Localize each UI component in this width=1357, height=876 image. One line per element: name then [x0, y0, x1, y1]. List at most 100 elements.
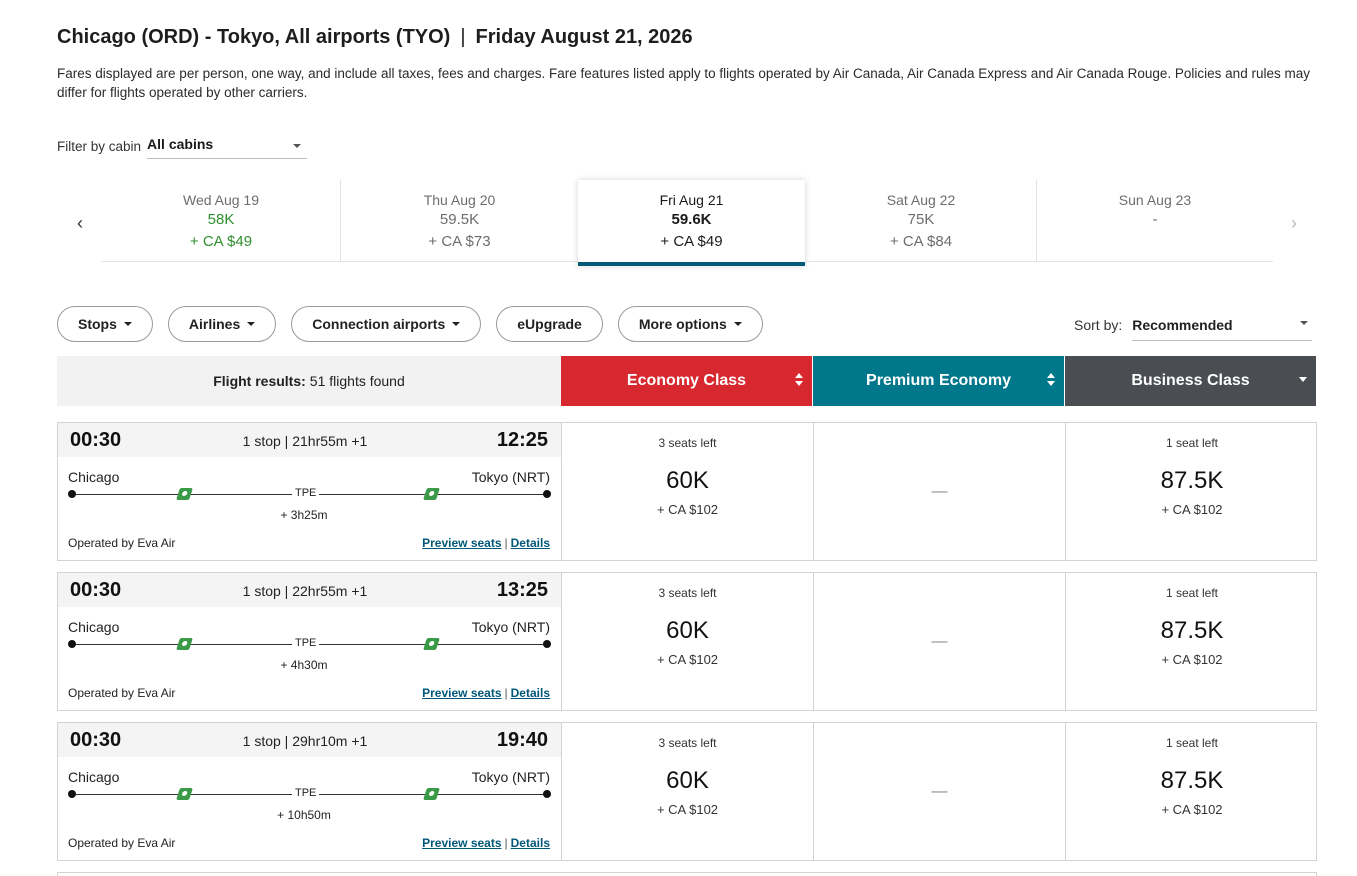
- operated-by: Operated by Eva Air: [68, 686, 176, 700]
- route-line: TPE: [68, 487, 551, 501]
- date-carousel: ‹ Wed Aug 19 58K + CA $49 Thu Aug 20 59.…: [57, 180, 1317, 268]
- economy-fare-cell[interactable]: 3 seats left 60K + CA $102: [562, 423, 814, 560]
- fare-points: 87.5K: [1160, 467, 1224, 494]
- premium-column-header[interactable]: Premium Economy: [813, 356, 1064, 406]
- link-separator: |: [504, 536, 508, 550]
- business-fare-cell[interactable]: 1 seat left 87.5K + CA $102: [1066, 723, 1318, 860]
- fare-unavailable: —: [931, 783, 948, 800]
- date-option[interactable]: Wed Aug 19 58K + CA $49: [101, 180, 341, 262]
- date-cash: + CA $49: [660, 233, 723, 250]
- origin-city: Chicago: [68, 469, 120, 485]
- eva-air-logo-icon: [423, 788, 440, 800]
- cabin-filter-value: All cabins: [147, 136, 214, 152]
- preview-seats-link[interactable]: Preview seats: [422, 686, 502, 700]
- details-link[interactable]: Details: [510, 836, 550, 850]
- chevron-left-icon[interactable]: ‹: [77, 212, 83, 233]
- chevron-down-icon: [1300, 321, 1309, 325]
- results-count: 51 flights found: [309, 373, 405, 389]
- economy-fare-cell[interactable]: 3 seats left 60K + CA $102: [562, 723, 814, 860]
- date-option[interactable]: Sun Aug 23 -: [1037, 180, 1273, 262]
- travel-date: Friday August 21, 2026: [475, 26, 693, 48]
- stops-filter-label: Stops: [78, 316, 117, 332]
- flight-row: 00:30 1 stop | 22hr55m +1 13:25 Chicago …: [57, 572, 1317, 711]
- flight-row: 00:30 1 stop | 21hr55m +1 12:25 Chicago …: [57, 422, 1317, 561]
- details-link[interactable]: Details: [510, 686, 550, 700]
- premium-header-label: Premium Economy: [866, 372, 1011, 389]
- link-separator: |: [504, 686, 508, 700]
- route-line: TPE: [68, 637, 551, 651]
- date-cash: + CA $49: [189, 233, 253, 250]
- route-line: TPE: [68, 787, 551, 801]
- fare-disclaimer: Fares displayed are per person, one way,…: [57, 66, 1310, 100]
- business-header-label: Business Class: [1131, 372, 1250, 389]
- business-fare-cell[interactable]: 1 seat left 87.5K + CA $102: [1066, 573, 1318, 710]
- chevron-down-icon: [293, 144, 302, 148]
- connection-airports-filter-button[interactable]: Connection airports: [291, 306, 482, 342]
- title-separator: |: [460, 26, 466, 48]
- flight-row-partial: [57, 872, 1317, 876]
- seats-left: 3 seats left: [658, 436, 717, 450]
- sort-icon: [1047, 373, 1055, 386]
- flight-row: 00:30 1 stop | 29hr10m +1 19:40 Chicago …: [57, 722, 1317, 861]
- seats-left: 3 seats left: [658, 586, 717, 600]
- business-column-header[interactable]: Business Class: [1065, 356, 1316, 406]
- date-option[interactable]: Thu Aug 20 59.5K + CA $73: [341, 180, 578, 262]
- chevron-right-icon[interactable]: ›: [1291, 212, 1297, 233]
- economy-fare-cell[interactable]: 3 seats left 60K + CA $102: [562, 573, 814, 710]
- seats-left: 1 seat left: [1165, 436, 1219, 450]
- chevron-down-icon: [247, 322, 256, 326]
- more-options-label: More options: [638, 316, 727, 332]
- flight-details: 00:30 1 stop | 22hr55m +1 13:25 Chicago …: [58, 573, 562, 710]
- date-label: Thu Aug 20: [423, 192, 496, 208]
- date-label: Sun Aug 23: [1118, 192, 1192, 208]
- link-separator: |: [504, 836, 508, 850]
- flight-links: Preview seats | Details: [422, 686, 550, 700]
- flight-links: Preview seats | Details: [422, 536, 550, 550]
- layover-duration: + 3h25m: [280, 508, 328, 522]
- premium-fare-cell: —: [814, 573, 1066, 710]
- destination-city: Tokyo (NRT): [471, 469, 550, 485]
- preview-seats-link[interactable]: Preview seats: [422, 836, 502, 850]
- departure-time: 00:30: [70, 729, 122, 751]
- eupgrade-filter-button[interactable]: eUpgrade: [496, 306, 603, 342]
- fare-points: 60K: [666, 467, 709, 494]
- results-summary: Flight results: 51 flights found: [57, 356, 561, 406]
- premium-fare-cell: —: [814, 723, 1066, 860]
- preview-seats-link[interactable]: Preview seats: [422, 536, 502, 550]
- sort-icon: [795, 373, 803, 386]
- arrival-time: 12:25: [496, 429, 548, 451]
- cabin-filter-select[interactable]: All cabins: [147, 134, 308, 159]
- cabin-filter-label: Filter by cabin: [57, 139, 142, 154]
- stop-airport: TPE: [292, 787, 320, 799]
- stops-filter-button[interactable]: Stops: [57, 306, 153, 342]
- date-divider: [1036, 180, 1037, 262]
- more-options-button[interactable]: More options: [617, 306, 763, 342]
- date-label: Fri Aug 21: [659, 192, 724, 208]
- date-label: Sat Aug 22: [886, 192, 956, 208]
- fare-unavailable: —: [931, 633, 948, 650]
- economy-header-label: Economy Class: [626, 372, 747, 389]
- results-label: Flight results:: [213, 373, 306, 389]
- connection-airports-filter-label: Connection airports: [312, 316, 446, 332]
- business-fare-cell[interactable]: 1 seat left 87.5K + CA $102: [1066, 423, 1318, 560]
- route-title: Chicago (ORD) - Tokyo, All airports (TYO…: [57, 26, 451, 48]
- date-points: 75K: [907, 211, 935, 228]
- flight-time-bar: 00:30 1 stop | 22hr55m +1 13:25: [58, 573, 561, 607]
- fare-cash: + CA $102: [1161, 802, 1223, 817]
- eva-air-logo-icon: [423, 638, 440, 650]
- flight-time-bar: 00:30 1 stop | 21hr55m +1 12:25: [58, 423, 561, 457]
- date-option-selected[interactable]: Fri Aug 21 59.6K + CA $49: [578, 180, 805, 266]
- fare-cash: + CA $102: [1161, 502, 1223, 517]
- airlines-filter-button[interactable]: Airlines: [167, 306, 277, 342]
- date-option[interactable]: Sat Aug 22 75K + CA $84: [805, 180, 1037, 262]
- sort-control: Sort by: Recommended: [1074, 313, 1313, 341]
- date-points: -: [1152, 211, 1158, 228]
- sort-select[interactable]: Recommended: [1132, 317, 1313, 341]
- chevron-down-icon: [452, 322, 461, 326]
- fare-cash: + CA $102: [656, 502, 719, 517]
- fare-cash: + CA $102: [656, 802, 719, 817]
- eva-air-logo-icon: [423, 488, 440, 500]
- economy-column-header[interactable]: Economy Class: [561, 356, 812, 406]
- fare-points: 87.5K: [1160, 767, 1224, 794]
- details-link[interactable]: Details: [510, 536, 550, 550]
